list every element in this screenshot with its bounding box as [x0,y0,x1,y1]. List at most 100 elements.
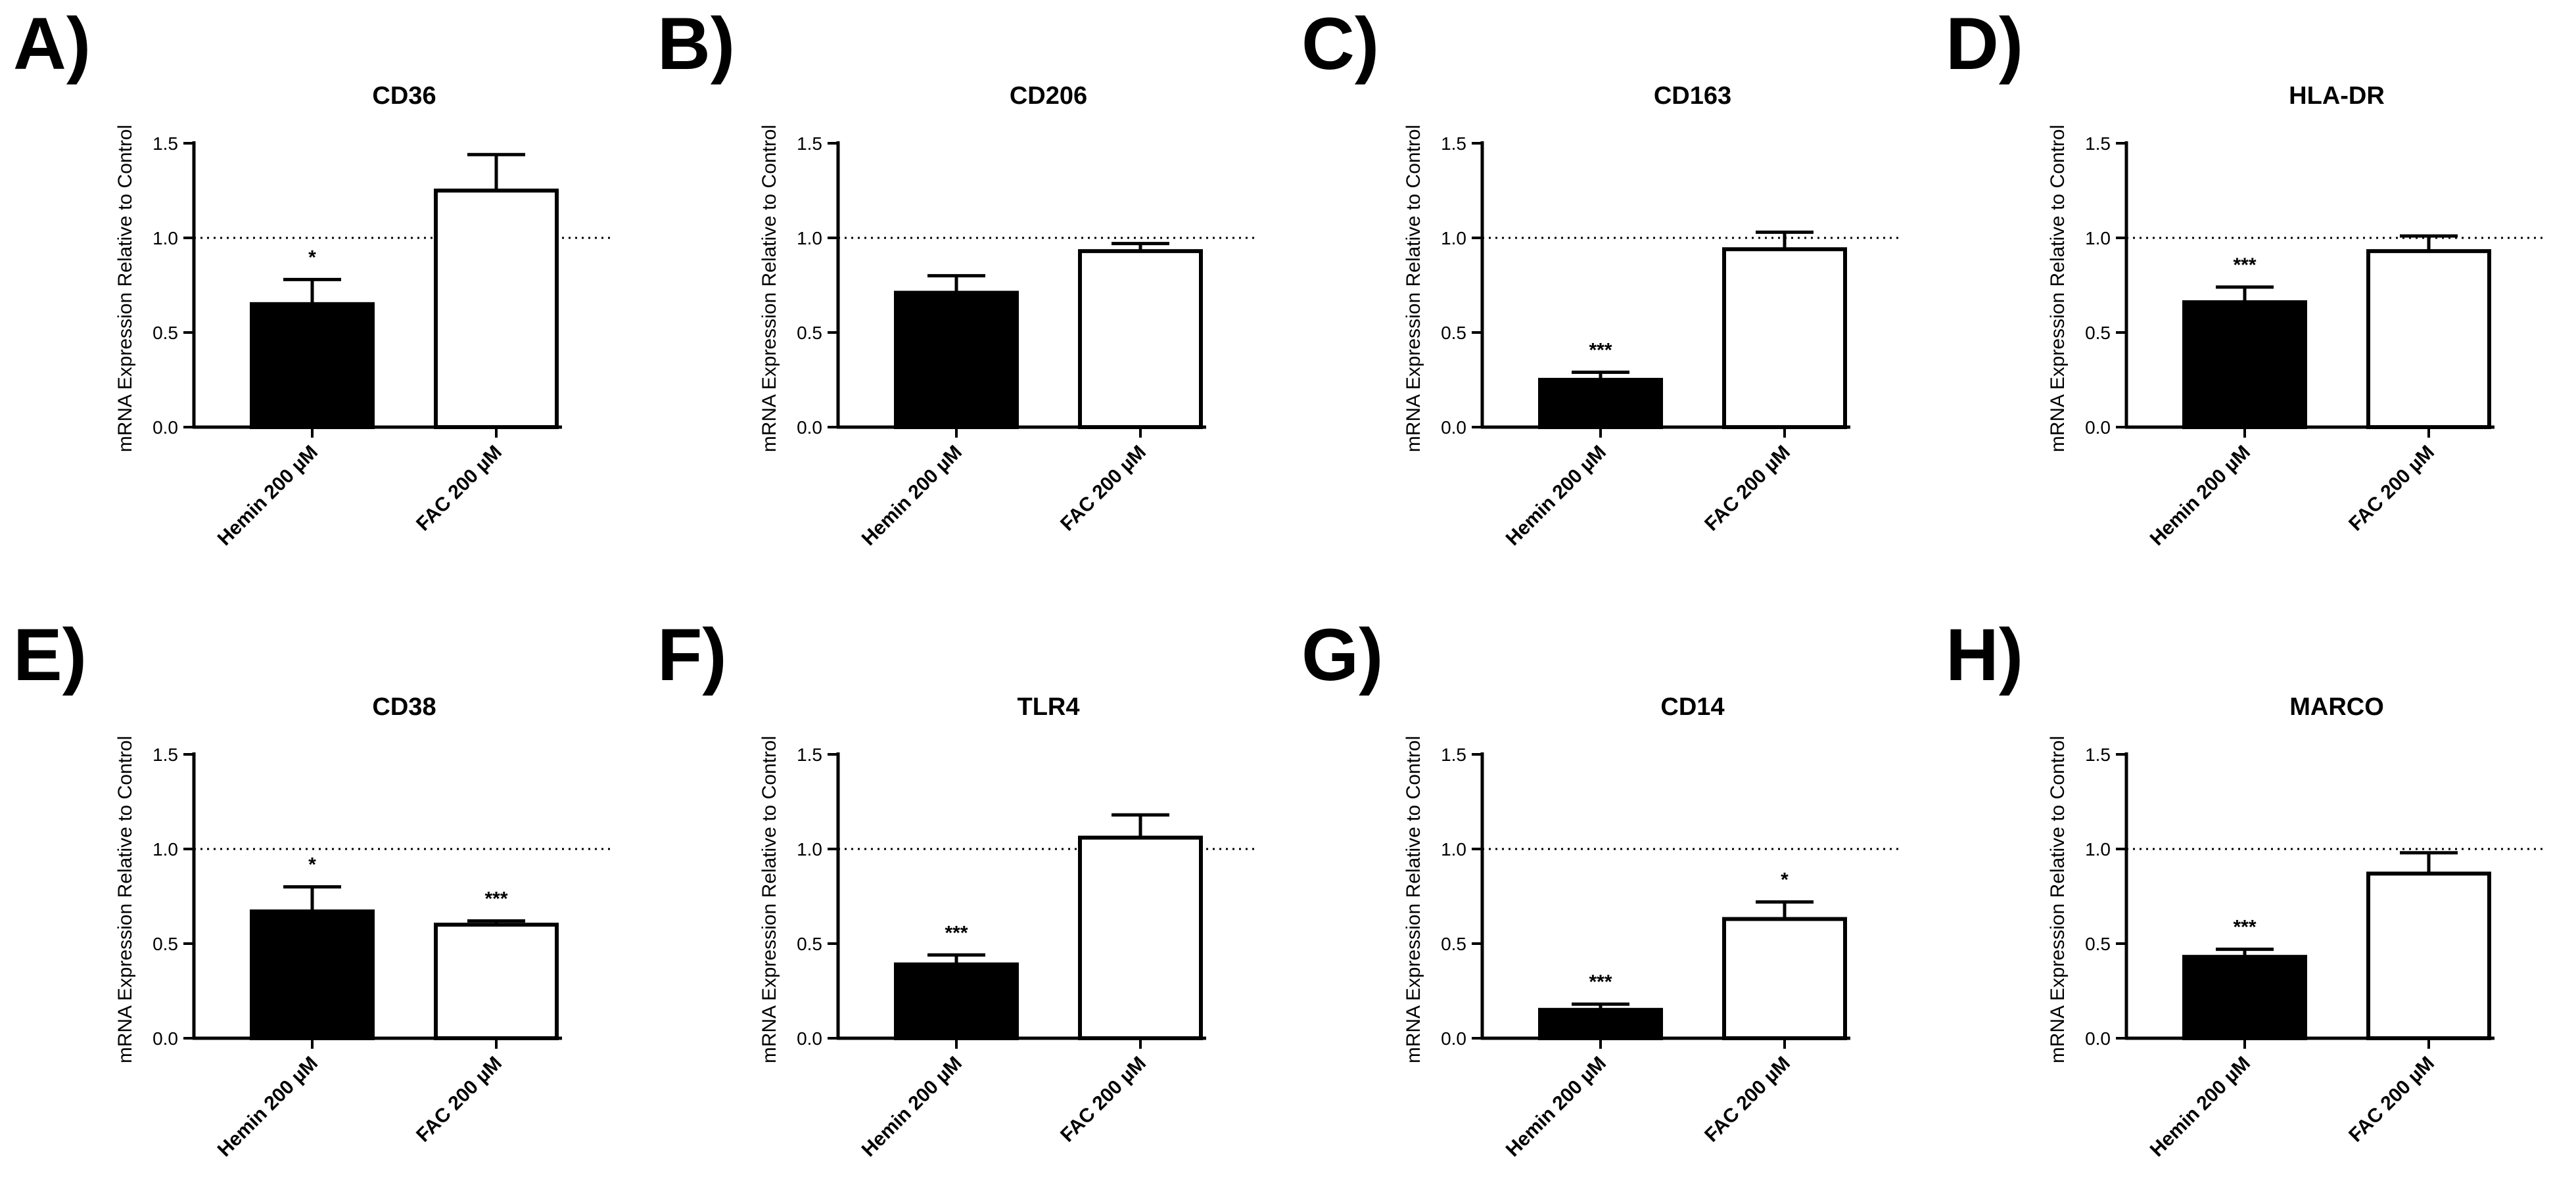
significance-marker: *** [2233,254,2256,276]
y-tick-label: 1.5 [152,133,178,154]
chart-panel-7: G) CD14 mRNA Expression Relative to Contro… [1301,614,1903,1161]
y-tick-label: 1.5 [1441,133,1466,154]
bar-hemin [1538,378,1663,429]
significance-marker: *** [484,888,507,909]
y-tick-label: 1.5 [797,133,822,154]
category-label: Hemin 200 µM [1502,1053,1610,1161]
y-tick-label: 0.0 [2085,1028,2111,1049]
y-tick-label: 1.5 [2085,745,2111,765]
y-tick-label: 0.5 [2085,934,2111,954]
y-tick-label: 0.0 [1441,1028,1466,1049]
y-axis-label: mRNA Expression Relative to Control [759,125,780,453]
bar-fac [2366,249,2491,429]
chart-panel-2: B) CD206 mRNA Expression Relative to Contr… [657,3,1259,550]
y-axis-label: mRNA Expression Relative to Control [2047,125,2069,453]
category-label: FAC 200 µM [412,1053,506,1147]
panel-letter: G) [1301,614,1383,696]
y-tick-label: 1.0 [797,839,822,860]
bar-hemin [894,962,1019,1040]
category-label: Hemin 200 µM [858,442,966,550]
chart-panel-1: A) CD36 mRNA Expression Relative to Contro… [13,3,615,550]
bar-hemin [2182,955,2307,1040]
category-label: FAC 200 µM [1056,1053,1150,1147]
bar-hemin [250,302,375,429]
bar-hemin [250,909,375,1041]
category-label: FAC 200 µM [412,442,506,536]
y-tick-label: 0.0 [152,417,178,438]
category-label: Hemin 200 µM [2146,442,2255,550]
y-tick-label: 0.5 [152,934,178,954]
significance-marker: *** [1589,339,1612,361]
bar-fac [2366,871,2491,1040]
y-tick-label: 1.0 [2085,228,2111,248]
chart-panel-6: F) TLR4 mRNA Expression Relative to Contro… [657,614,1259,1161]
y-tick-label: 1.0 [152,228,178,248]
y-tick-label: 1.0 [1441,228,1466,248]
category-label: FAC 200 µM [1700,1053,1794,1147]
bar-fac [1078,249,1203,429]
y-tick-label: 0.0 [2085,417,2111,438]
category-label: Hemin 200 µM [214,442,322,550]
y-tick-label: 1.5 [2085,133,2111,154]
y-tick-label: 0.5 [797,934,822,954]
significance-marker: * [308,854,316,876]
chart-panel-8: H) MARCO mRNA Expression Relative to Contr… [1946,614,2547,1161]
y-tick-label: 1.5 [1441,745,1466,765]
bar-fac [1722,917,1847,1040]
y-axis-label: mRNA Expression Relative to Control [759,736,780,1064]
y-tick-label: 1.0 [152,839,178,860]
panel-letter: A) [13,3,91,85]
panel-letter: F) [657,614,727,696]
bar-fac [434,923,559,1041]
y-axis-label: mRNA Expression Relative to Control [2047,736,2069,1064]
chart-title: CD163 [1654,82,1731,110]
y-axis-label: mRNA Expression Relative to Control [114,125,136,453]
y-tick-label: 0.0 [797,1028,822,1049]
bar-hemin [894,290,1019,429]
significance-marker: *** [945,922,968,944]
panel-letter: E) [13,614,87,696]
bar-hemin [2182,300,2307,430]
bar-fac [1078,835,1203,1040]
y-axis-label: mRNA Expression Relative to Control [1403,736,1424,1064]
category-label: FAC 200 µM [2345,442,2439,536]
chart-title: CD36 [372,82,436,110]
significance-marker: * [1781,869,1789,891]
category-label: Hemin 200 µM [2146,1053,2255,1161]
y-tick-label: 0.5 [1441,934,1466,954]
y-tick-label: 1.0 [2085,839,2111,860]
bar-fac [434,189,559,429]
category-label: FAC 200 µM [1700,442,1794,536]
significance-marker: * [308,246,316,268]
significance-marker: *** [2233,917,2256,938]
y-axis-label: mRNA Expression Relative to Control [1403,125,1424,453]
panel-letter: H) [1946,614,2023,696]
y-tick-label: 0.5 [2085,323,2111,343]
y-tick-label: 0.5 [797,323,822,343]
chart-panel-3: C) CD163 mRNA Expression Relative to Contr… [1301,3,1903,550]
y-tick-label: 0.0 [797,417,822,438]
category-label: Hemin 200 µM [858,1053,966,1161]
y-tick-label: 0.5 [1441,323,1466,343]
chart-panel-5: E) CD38 mRNA Expression Relative to Contro… [13,614,615,1161]
chart-title: MARCO [2289,693,2384,721]
y-tick-label: 1.5 [797,745,822,765]
panel-letter: B) [657,3,735,85]
y-tick-label: 1.0 [797,228,822,248]
panel-letter: D) [1946,3,2023,85]
y-tick-label: 0.5 [152,323,178,343]
significance-marker: *** [1589,971,1612,993]
chart-title: CD206 [1010,82,1087,110]
category-label: FAC 200 µM [1056,442,1150,536]
y-tick-label: 0.0 [1441,417,1466,438]
chart-title: TLR4 [1018,693,1080,721]
chart-title: CD14 [1660,693,1724,721]
bar-fac [1722,247,1847,429]
y-tick-label: 0.0 [152,1028,178,1049]
chart-title: CD38 [372,693,436,721]
category-label: Hemin 200 µM [1502,442,1610,550]
chart-title: HLA-DR [2289,82,2385,110]
y-tick-label: 1.5 [152,745,178,765]
panel-letter: C) [1301,3,1379,85]
